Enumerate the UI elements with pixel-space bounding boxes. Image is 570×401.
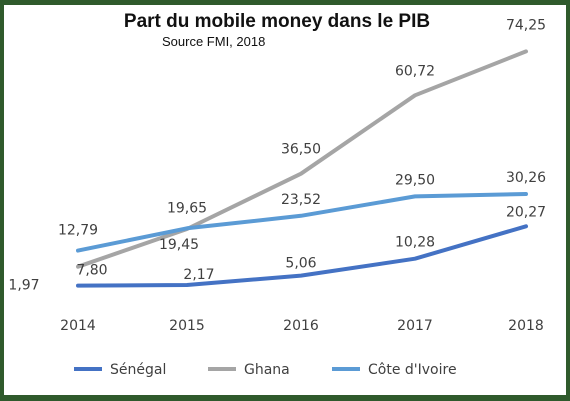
x-tick-label: 2014 (60, 318, 96, 334)
legend-label: Sénégal (110, 362, 166, 378)
x-axis-ticks: 2014 2015 2016 2017 2018 (60, 318, 544, 334)
data-label: 23,52 (281, 192, 321, 208)
data-label: 19,45 (159, 237, 199, 253)
data-label: 74,25 (506, 17, 546, 33)
data-label: 60,72 (395, 63, 435, 79)
chart-title: Part du mobile money dans le PIB (124, 11, 430, 32)
data-label: 12,79 (58, 223, 98, 239)
x-tick-label: 2017 (397, 318, 433, 334)
series-line-2 (76, 192, 528, 253)
line-chart: Part du mobile money dans le PIB Source … (8, 11, 546, 378)
data-label: 1,97 (8, 278, 39, 294)
series-line-1 (76, 49, 528, 269)
legend-label: Ghana (244, 362, 290, 378)
data-label: 36,50 (281, 142, 321, 158)
series-lines (76, 49, 528, 288)
data-label: 5,06 (285, 256, 316, 272)
data-label: 2,17 (183, 267, 214, 283)
x-tick-label: 2016 (283, 318, 319, 334)
data-label: 20,27 (506, 204, 546, 220)
series-line-0 (76, 224, 528, 288)
data-label: 30,26 (506, 170, 546, 186)
x-tick-label: 2018 (508, 318, 544, 334)
legend-label: Côte d'Ivoire (368, 362, 457, 378)
chart-subtitle: Source FMI, 2018 (162, 34, 265, 49)
legend: Sénégal Ghana Côte d'Ivoire (74, 362, 457, 378)
data-label: 19,65 (167, 200, 207, 216)
data-label: 7,80 (76, 263, 107, 279)
data-labels: 1,97 2,17 5,06 10,28 20,27 7,80 19,45 36,50 60,7… (8, 17, 546, 293)
data-label: 29,50 (395, 172, 435, 188)
x-tick-label: 2015 (169, 318, 205, 334)
data-label: 10,28 (395, 235, 435, 251)
